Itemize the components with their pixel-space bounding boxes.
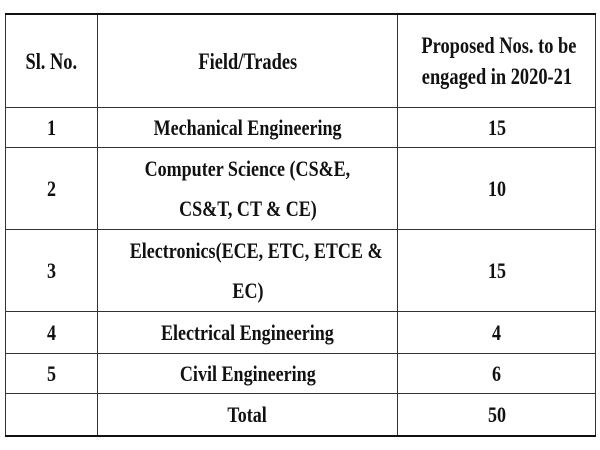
cell-field: Civil Engineering (97, 353, 398, 394)
header-proposed-nos: Proposed Nos. to be engaged in 2020-21 (397, 13, 596, 108)
table-row: 3 Electronics(ECE, ETC, ETCE & EC) 15 (5, 229, 596, 312)
cell-proposed: 10 (397, 147, 596, 230)
cell-total-value: 50 (397, 393, 596, 437)
cell-sl-no: 5 (5, 353, 98, 394)
header-proposed-line1: Proposed Nos. to be (421, 33, 577, 58)
cell-proposed: 6 (397, 353, 596, 394)
header-sl-no: Sl. No. (5, 13, 98, 108)
table-row: 4 Electrical Engineering 4 (5, 311, 596, 354)
header-row: Sl. No. Field/Trades Proposed Nos. to be… (5, 13, 596, 108)
cell-sl-no: 2 (5, 147, 98, 230)
recruitment-table: Sl. No. Field/Trades Proposed Nos. to be… (5, 13, 596, 437)
table-row: 1 Mechanical Engineering 15 (5, 107, 596, 148)
cell-field: Electrical Engineering (97, 311, 398, 354)
cell-sl-no: 3 (5, 229, 98, 312)
cell-sl-no-empty (5, 393, 98, 437)
cell-sl-no: 4 (5, 311, 98, 354)
cell-sl-no: 1 (5, 107, 98, 148)
header-proposed-line2: engaged in 2020-21 (421, 64, 572, 89)
table-row: 2 Computer Science (CS&E, CS&T, CT & CE)… (5, 147, 596, 230)
total-row: Total 50 (5, 393, 596, 437)
table-row: 5 Civil Engineering 6 (5, 353, 596, 394)
cell-field: Computer Science (CS&E, CS&T, CT & CE) (97, 147, 398, 230)
cell-proposed: 15 (397, 107, 596, 148)
cell-proposed: 15 (397, 229, 596, 312)
cell-field: Electronics(ECE, ETC, ETCE & EC) (97, 229, 398, 312)
header-field-trades: Field/Trades (97, 13, 398, 108)
cell-proposed: 4 (397, 311, 596, 354)
cell-field: Mechanical Engineering (97, 107, 398, 148)
cell-total-label: Total (97, 393, 398, 437)
